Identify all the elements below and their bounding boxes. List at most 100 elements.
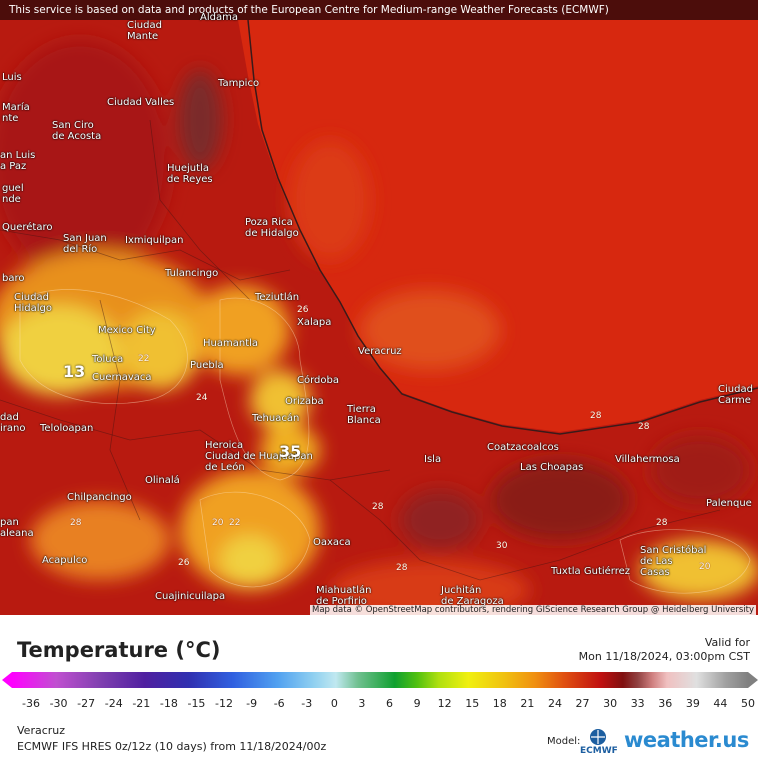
contour-label: 26: [297, 305, 309, 315]
model-icon: [590, 729, 606, 745]
place-label: Teloloapan: [40, 423, 94, 434]
place-label: Acapulco: [42, 555, 88, 566]
contour-label: 28: [590, 411, 602, 421]
contour-label: 24: [196, 393, 208, 403]
colorbar: [12, 672, 748, 688]
place-label: Olinalá: [145, 475, 180, 486]
place-label: Cuajinicuilapa: [155, 591, 226, 602]
place-label: Ciudad Valles: [107, 97, 175, 108]
colorbar-tick-label: -24: [104, 697, 123, 710]
model-logo: ECMWF: [580, 746, 618, 756]
colorbar-tick-label: -30: [49, 697, 68, 710]
place-label: Cuernavaca: [92, 372, 152, 383]
place-label: Huamantla: [203, 338, 259, 349]
map-canvas: [0, 0, 758, 615]
location: Veracruz: [17, 724, 66, 737]
place-label: Oaxaca: [313, 537, 351, 548]
valid-value: Mon 11/18/2024, 03:00pm CST: [578, 650, 750, 663]
temperature-label: 35: [279, 442, 302, 461]
place-label: Villahermosa: [615, 454, 680, 465]
place-label: Tierra Blanca: [347, 404, 381, 426]
place-label: Chilpancingo: [67, 492, 132, 503]
place-label: María nte: [2, 102, 30, 124]
contour-label: 28: [638, 422, 650, 432]
place-label: Teziutlán: [255, 292, 300, 303]
legend-title: Temperature (°C): [17, 638, 221, 662]
colorbar-tick-label: 50: [741, 697, 755, 710]
place-label: Querétaro: [2, 222, 53, 233]
attribution: Map data © OpenStreetMap contributors, r…: [310, 605, 756, 615]
place-label: Toluca: [92, 354, 124, 365]
place-label: Palenque: [706, 498, 752, 509]
place-label: Aldama: [200, 12, 238, 23]
place-label: guel nde: [2, 183, 24, 205]
place-label: an Luis a Paz: [0, 150, 36, 172]
valid-label: Valid for: [704, 636, 750, 649]
place-label: Heroica Ciudad de Huajuapan de León: [205, 440, 313, 473]
place-label: San Cristóbal de Las Casas: [640, 545, 707, 578]
colorbar-tick-label: -27: [77, 697, 96, 710]
banner: This service is based on data and produc…: [0, 0, 758, 20]
contour-label: 28: [372, 502, 384, 512]
colorbar-tick-label: 3: [358, 697, 366, 710]
place-label: Coatzacoalcos: [487, 442, 559, 453]
place-label: Luis: [2, 72, 22, 83]
colorbar-tick-label: -3: [301, 697, 313, 710]
contour-label: 22: [138, 354, 150, 364]
valid-time: Valid for Mon 11/18/2024, 03:00pm CST: [579, 636, 750, 664]
colorbar-tick-label: 39: [685, 697, 700, 710]
place-label: Córdoba: [297, 375, 339, 386]
colorbar-tick-label: 36: [658, 697, 673, 710]
place-label: Isla: [424, 454, 442, 465]
contour-label: 30: [496, 541, 508, 551]
colorbar-min-arrow: [2, 672, 12, 688]
place-label: Orizaba: [285, 396, 324, 407]
colorbar-tick-label: 21: [520, 697, 535, 710]
brand: weather.us: [624, 728, 749, 752]
place-label: Miahuatlán de Porfirio: [316, 585, 372, 607]
place-label: Puebla: [190, 360, 224, 371]
place-label: Ciudad Mante: [127, 20, 162, 42]
place-label: pan aleana: [0, 517, 34, 539]
colorbar-tick-label: 6: [386, 697, 393, 710]
place-label: Tuxtla Gutiérrez: [551, 566, 631, 577]
colorbar-tick-label: 18: [492, 697, 507, 710]
colorbar-tick-label: 0: [330, 697, 338, 710]
model-label: Model:: [547, 736, 581, 747]
colorbar-tick-label: -9: [246, 697, 258, 710]
place-label: Ciudad Hidalgo: [14, 292, 53, 314]
contour-label: 20: [212, 518, 224, 528]
place-label: Tulancingo: [165, 268, 219, 279]
colorbar-max-arrow: [748, 672, 758, 688]
place-label: Tehuacán: [252, 413, 300, 424]
place-label: Xalapa: [297, 317, 332, 328]
colorbar-tick-label: 33: [630, 697, 645, 710]
place-label: baro: [2, 273, 25, 284]
colorbar-tick-label: 44: [713, 697, 728, 710]
colorbar-tick-label: 30: [603, 697, 618, 710]
place-label: Poza Rica de Hidalgo: [245, 217, 299, 239]
place-label: dad irano: [0, 412, 26, 434]
map: This service is based on data and produc…: [0, 0, 760, 615]
place-label: Veracruz: [358, 346, 402, 357]
model-run: ECMWF IFS HRES 0z/12z (10 days) from 11/…: [17, 740, 327, 753]
place-label: San Ciro de Acosta: [52, 120, 102, 142]
contour-label: 28: [656, 518, 668, 528]
contour-label: 20: [699, 562, 711, 572]
place-label: Las Choapas: [520, 462, 584, 473]
contour-label: 26: [178, 558, 190, 568]
place-label: Mexico City: [98, 325, 156, 336]
colorbar-tick-label: -21: [132, 697, 151, 710]
contour-label: 28: [396, 563, 408, 573]
colorbar-tick-label: -15: [187, 697, 206, 710]
place-label: Ixmiquilpan: [125, 235, 184, 246]
contour-label: 28: [70, 518, 82, 528]
colorbar-tick-label: -12: [215, 697, 234, 710]
colorbar-tick-label: -6: [273, 697, 285, 710]
place-label: Tampico: [218, 78, 260, 89]
colorbar-tick-label: 24: [547, 697, 562, 710]
place-label: San Juan del Río: [63, 233, 107, 255]
place-label: Ciudad Carme: [718, 384, 753, 406]
contour-label: 22: [229, 518, 241, 528]
